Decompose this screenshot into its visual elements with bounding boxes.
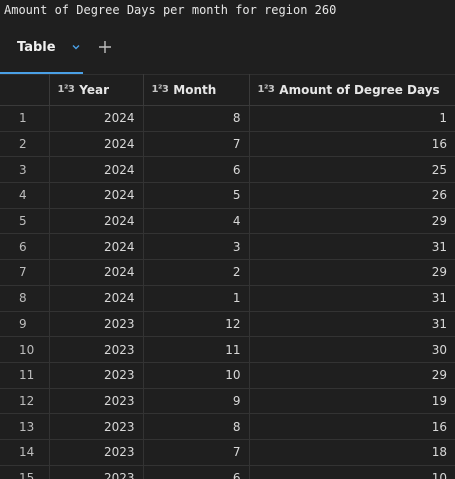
column-header-label: Amount of Degree Days (279, 82, 440, 97)
row-index[interactable]: 3 (0, 156, 50, 184)
cell-amount[interactable]: 1 (248, 105, 455, 132)
cell-year[interactable]: 2023 (48, 387, 144, 415)
table-row[interactable]: 12 2023 9 19 (0, 387, 455, 415)
row-index[interactable]: 9 (0, 310, 50, 338)
column-header-year[interactable]: 1²3 Year (48, 74, 144, 106)
table-row[interactable]: 10 2023 11 30 (0, 336, 455, 363)
results-grid[interactable]: 1²3 Year 1²3 Month 1²3 Amount of Degree … (0, 74, 455, 479)
cell-month[interactable]: 1 (142, 284, 250, 312)
chevron-down-icon[interactable] (70, 41, 82, 53)
cell-year[interactable]: 2023 (48, 464, 144, 479)
table-row[interactable]: 7 2024 2 29 (0, 259, 455, 286)
cell-amount[interactable]: 10 (248, 464, 455, 479)
cell-amount[interactable]: 19 (248, 387, 455, 415)
cell-year[interactable]: 2023 (48, 310, 144, 338)
row-index[interactable]: 14 (0, 438, 50, 466)
row-index[interactable]: 15 (0, 464, 50, 479)
tab-bar: Table (0, 22, 455, 75)
cell-year[interactable]: 2024 (48, 259, 144, 286)
plus-icon (99, 41, 111, 53)
cell-amount[interactable]: 29 (248, 259, 455, 286)
column-header-label: Year (79, 82, 110, 97)
cell-month[interactable]: 8 (142, 105, 250, 132)
table-row[interactable]: 5 2024 4 29 (0, 207, 455, 235)
cell-amount[interactable]: 16 (248, 413, 455, 440)
cell-amount[interactable]: 25 (248, 156, 455, 184)
row-index[interactable]: 8 (0, 284, 50, 312)
cell-month[interactable]: 5 (142, 182, 250, 209)
row-index[interactable]: 4 (0, 182, 50, 209)
column-header-label: Month (173, 82, 217, 97)
cell-amount[interactable]: 31 (248, 284, 455, 312)
column-header-month[interactable]: 1²3 Month (142, 74, 250, 106)
integer-type-icon: 1²3 (57, 84, 75, 95)
cell-month[interactable]: 6 (142, 464, 250, 479)
row-index[interactable]: 12 (0, 387, 50, 415)
row-index[interactable]: 1 (0, 105, 50, 132)
table-row[interactable]: 15 2023 6 10 (0, 464, 455, 479)
cell-amount[interactable]: 16 (248, 130, 455, 158)
cell-amount[interactable]: 30 (248, 336, 455, 363)
table-row[interactable]: 1 2024 8 1 (0, 105, 455, 132)
row-index[interactable]: 11 (0, 361, 50, 389)
cell-year[interactable]: 2024 (48, 284, 144, 312)
table-row[interactable]: 14 2023 7 18 (0, 438, 455, 466)
table-row[interactable]: 13 2023 8 16 (0, 413, 455, 440)
table-row[interactable]: 2 2024 7 16 (0, 130, 455, 158)
cell-amount[interactable]: 18 (248, 438, 455, 466)
cell-amount[interactable]: 31 (248, 233, 455, 261)
table-row[interactable]: 11 2023 10 29 (0, 361, 455, 389)
row-index[interactable]: 6 (0, 233, 50, 261)
cell-month[interactable]: 2 (142, 259, 250, 286)
row-index-header (0, 74, 50, 106)
cell-month[interactable]: 7 (142, 438, 250, 466)
integer-type-icon: 1²3 (257, 84, 275, 95)
cell-month[interactable]: 3 (142, 233, 250, 261)
table-row[interactable]: 4 2024 5 26 (0, 182, 455, 209)
cell-amount[interactable]: 29 (248, 361, 455, 389)
cell-amount[interactable]: 29 (248, 207, 455, 235)
row-index[interactable]: 7 (0, 259, 50, 286)
cell-year[interactable]: 2024 (48, 207, 144, 235)
cell-year[interactable]: 2024 (48, 233, 144, 261)
cell-month[interactable]: 10 (142, 361, 250, 389)
cell-year[interactable]: 2024 (48, 156, 144, 184)
row-index[interactable]: 13 (0, 413, 50, 440)
table-header-row: 1²3 Year 1²3 Month 1²3 Amount of Degree … (0, 74, 455, 106)
cell-month[interactable]: 11 (142, 336, 250, 363)
integer-type-icon: 1²3 (151, 84, 169, 95)
cell-month[interactable]: 12 (142, 310, 250, 338)
add-tab-button[interactable] (95, 37, 115, 57)
cell-year[interactable]: 2024 (48, 105, 144, 132)
cell-amount[interactable]: 26 (248, 182, 455, 209)
table-row[interactable]: 9 2023 12 31 (0, 310, 455, 338)
cell-month[interactable]: 7 (142, 130, 250, 158)
cell-year[interactable]: 2023 (48, 413, 144, 440)
cell-year[interactable]: 2023 (48, 361, 144, 389)
table-row[interactable]: 6 2024 3 31 (0, 233, 455, 261)
tab-label: Table (17, 39, 56, 55)
page-title: Amount of Degree Days per month for regi… (4, 3, 337, 17)
cell-month[interactable]: 9 (142, 387, 250, 415)
cell-year[interactable]: 2024 (48, 130, 144, 158)
table-row[interactable]: 3 2024 6 25 (0, 156, 455, 184)
cell-year[interactable]: 2023 (48, 336, 144, 363)
cell-month[interactable]: 8 (142, 413, 250, 440)
cell-amount[interactable]: 31 (248, 310, 455, 338)
results-table: 1²3 Year 1²3 Month 1²3 Amount of Degree … (0, 74, 455, 479)
table-row[interactable]: 8 2024 1 31 (0, 284, 455, 312)
cell-year[interactable]: 2024 (48, 182, 144, 209)
row-index[interactable]: 5 (0, 207, 50, 235)
cell-month[interactable]: 4 (142, 207, 250, 235)
row-index[interactable]: 10 (0, 336, 50, 363)
column-header-amount[interactable]: 1²3 Amount of Degree Days (248, 74, 455, 106)
cell-year[interactable]: 2023 (48, 438, 144, 466)
cell-month[interactable]: 6 (142, 156, 250, 184)
tab-table[interactable]: Table (0, 22, 83, 74)
row-index[interactable]: 2 (0, 130, 50, 158)
